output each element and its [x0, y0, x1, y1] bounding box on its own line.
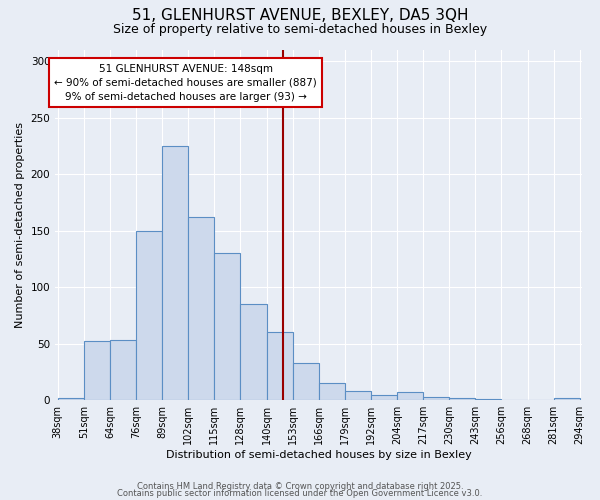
- Text: Size of property relative to semi-detached houses in Bexley: Size of property relative to semi-detach…: [113, 22, 487, 36]
- Bar: [188, 217, 214, 400]
- Bar: [554, 398, 580, 400]
- Bar: [319, 384, 345, 400]
- Bar: [423, 397, 449, 400]
- Bar: [397, 392, 423, 400]
- X-axis label: Distribution of semi-detached houses by size in Bexley: Distribution of semi-detached houses by …: [166, 450, 472, 460]
- Bar: [162, 146, 188, 400]
- Bar: [214, 254, 241, 400]
- Text: 51, GLENHURST AVENUE, BEXLEY, DA5 3QH: 51, GLENHURST AVENUE, BEXLEY, DA5 3QH: [132, 8, 468, 22]
- Text: Contains public sector information licensed under the Open Government Licence v3: Contains public sector information licen…: [118, 490, 482, 498]
- Bar: [84, 342, 110, 400]
- Bar: [266, 332, 293, 400]
- Bar: [475, 399, 502, 400]
- Bar: [110, 340, 136, 400]
- Bar: [293, 363, 319, 400]
- Bar: [136, 231, 162, 400]
- Text: Contains HM Land Registry data © Crown copyright and database right 2025.: Contains HM Land Registry data © Crown c…: [137, 482, 463, 491]
- Bar: [345, 391, 371, 400]
- Bar: [241, 304, 266, 400]
- Bar: [449, 398, 475, 400]
- Text: 51 GLENHURST AVENUE: 148sqm
← 90% of semi-detached houses are smaller (887)
9% o: 51 GLENHURST AVENUE: 148sqm ← 90% of sem…: [54, 64, 317, 102]
- Bar: [371, 394, 397, 400]
- Bar: [58, 398, 84, 400]
- Y-axis label: Number of semi-detached properties: Number of semi-detached properties: [15, 122, 25, 328]
